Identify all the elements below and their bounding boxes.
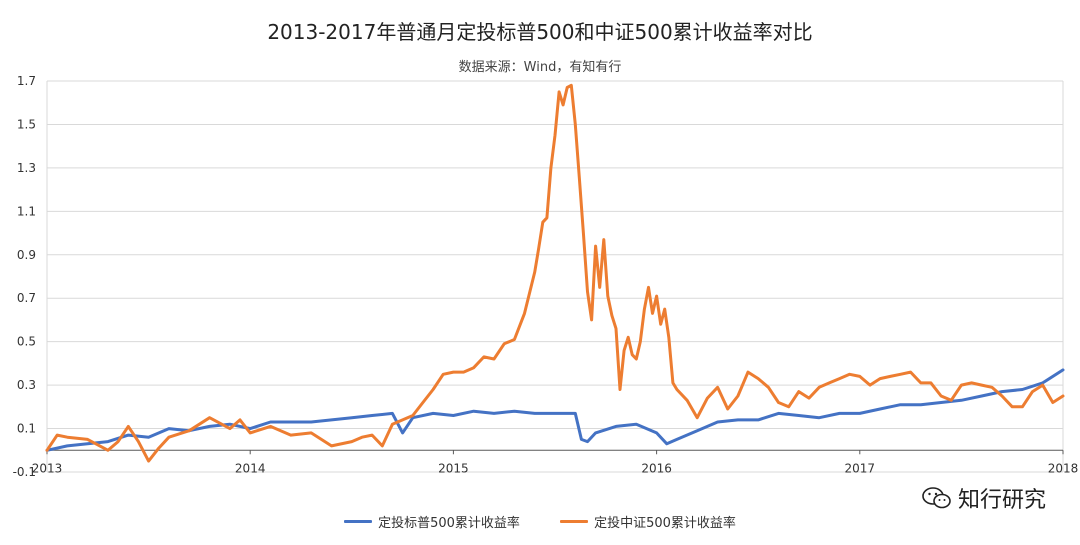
legend-swatch-csi500 <box>560 520 589 523</box>
x-tick-label: 2014 <box>235 461 266 475</box>
x-tick-label: 2013 <box>32 461 63 475</box>
y-tick-label: 0.1 <box>17 422 36 436</box>
watermark: 知行研究 <box>917 482 1050 514</box>
x-tick-label: 2016 <box>641 461 672 475</box>
legend: 定投标普500累计收益率 定投中证500累计收益率 <box>0 512 1080 531</box>
x-tick-label: 2015 <box>438 461 469 475</box>
watermark-text: 知行研究 <box>957 488 1046 513</box>
y-tick-label: 1.7 <box>17 74 36 88</box>
chart-subtitle: 数据来源：Wind，有知有行 <box>458 60 622 75</box>
chart-title: 2013-2017年普通月定投标普500和中证500累计收益率对比 <box>267 20 813 44</box>
y-tick-label: 0.7 <box>17 291 36 305</box>
legend-swatch-sp500 <box>344 520 373 523</box>
y-tick-label: 0.5 <box>17 335 36 349</box>
legend-label-sp500: 定投标普500累计收益率 <box>378 516 520 531</box>
y-tick-label: 1.3 <box>17 161 36 175</box>
y-tick-label: 1.5 <box>17 117 36 131</box>
series-line-0 <box>45 368 1065 452</box>
wechat-icon <box>922 487 951 509</box>
x-tick-label: 2018 <box>1048 461 1079 475</box>
y-tick-label: -0.1 <box>13 465 36 479</box>
y-tick-label: 0.3 <box>17 378 36 392</box>
y-tick-label: 0.9 <box>17 248 36 262</box>
legend-item-csi500: 定投中证500累计收益率 <box>560 512 736 531</box>
y-tick-label: 1.1 <box>17 204 36 218</box>
legend-item-sp500: 定投标普500累计收益率 <box>344 512 520 531</box>
legend-label-csi500: 定投中证500累计收益率 <box>594 516 736 531</box>
series-line-1 <box>45 83 1065 463</box>
x-tick-label: 2017 <box>845 461 876 475</box>
